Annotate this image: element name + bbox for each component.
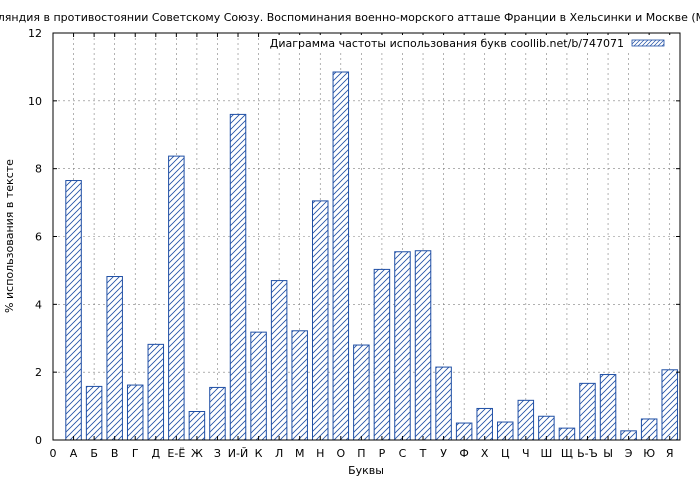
- bar-23: [517, 399, 535, 441]
- bar-30: [661, 369, 678, 441]
- x-tick-label: З: [214, 447, 221, 460]
- bar-19: [435, 366, 452, 441]
- bar-1: [65, 180, 82, 441]
- bar-27: [599, 374, 617, 441]
- x-tick-label: Г: [132, 447, 139, 460]
- bar-3: [106, 276, 123, 441]
- x-tick-label: Е-Ё: [167, 447, 185, 460]
- x-tick-label: Р: [379, 447, 386, 460]
- y-tick-label: 0: [35, 434, 42, 447]
- x-tick-label: Ю: [643, 447, 655, 460]
- legend-swatch: [631, 39, 665, 47]
- bar-18: [414, 250, 432, 441]
- bar-16: [373, 268, 391, 441]
- bar-9: [229, 113, 247, 441]
- x-tick-label: Б: [90, 447, 98, 460]
- y-tick-label: 2: [35, 366, 42, 379]
- x-axis-label: Буквы: [348, 464, 384, 477]
- x-tick-label: Ь-Ъ: [577, 447, 598, 460]
- x-tick-label: К: [255, 447, 263, 460]
- bar-2: [85, 385, 103, 441]
- x-tick-label: С: [399, 447, 407, 460]
- x-tick-label: 0: [50, 447, 57, 460]
- bar-6: [168, 155, 185, 441]
- y-axis-label: % использования в тексте: [3, 159, 16, 313]
- bar-13: [311, 200, 329, 441]
- bars: [65, 71, 678, 441]
- bar-5: [147, 343, 165, 441]
- y-tick-label: 10: [28, 95, 42, 108]
- bar-11: [270, 280, 288, 441]
- bar-15: [353, 344, 370, 441]
- bar-26: [579, 382, 596, 441]
- y-tick-label: 8: [35, 163, 42, 176]
- y-tick-label: 12: [28, 27, 42, 40]
- x-tick-label: А: [70, 447, 78, 460]
- bar-21: [476, 407, 493, 441]
- y-tick-label: 6: [35, 231, 42, 244]
- x-tick-label: Ч: [522, 447, 530, 460]
- x-tick-label: У: [440, 447, 447, 460]
- legend: Диаграмма частоты использования букв coo…: [262, 35, 676, 51]
- x-tick-label: Н: [316, 447, 324, 460]
- y-tick-label: 4: [35, 298, 42, 311]
- x-tick-label: Т: [419, 447, 427, 460]
- bar-10: [250, 331, 267, 441]
- bar-14: [332, 71, 350, 441]
- bar-12: [291, 330, 308, 441]
- x-tick-label: М: [295, 447, 305, 460]
- x-tick-label: Я: [666, 447, 674, 460]
- x-tick-label: Х: [481, 447, 489, 460]
- legend-box: [262, 35, 676, 51]
- bar-17: [394, 251, 411, 441]
- x-tick-label: И-Й: [228, 447, 248, 460]
- chart-title: Финляндия в противостоянии Советскому Со…: [0, 11, 700, 24]
- x-tick-label: Щ: [561, 447, 573, 460]
- x-tick-label: П: [357, 447, 365, 460]
- x-tick-label: Ф: [459, 447, 468, 460]
- legend-label: Диаграмма частоты использования букв coo…: [270, 37, 624, 50]
- x-tick-label: О: [336, 447, 345, 460]
- x-tick-label: Ж: [191, 447, 203, 460]
- x-tick-label: Л: [275, 447, 283, 460]
- x-tick-label: В: [111, 447, 119, 460]
- bar-7: [188, 411, 206, 441]
- x-tick-label: Ц: [501, 447, 510, 460]
- x-tick-label: Ы: [603, 447, 613, 460]
- bar-8: [209, 386, 226, 441]
- x-tick-label: Э: [625, 447, 633, 460]
- bar-4: [126, 384, 144, 441]
- x-tick-label: Д: [151, 447, 160, 460]
- x-tick-label: Ш: [540, 447, 552, 460]
